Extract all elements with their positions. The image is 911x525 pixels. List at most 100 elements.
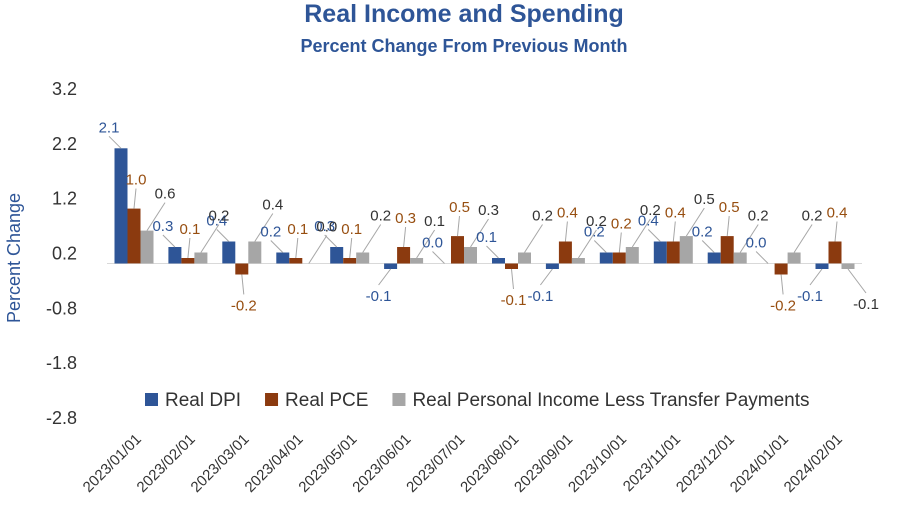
bar <box>384 263 398 269</box>
leader-line <box>378 268 392 286</box>
bar <box>787 252 801 264</box>
data-label: 0.5 <box>694 191 715 208</box>
bar <box>733 252 747 264</box>
leader-line <box>486 245 499 259</box>
bar <box>599 252 613 264</box>
data-label: 0.4 <box>206 213 227 230</box>
bar <box>451 236 464 264</box>
leader-line <box>564 221 568 242</box>
data-label: 0.4 <box>262 197 283 214</box>
leader-line <box>847 268 867 294</box>
bar <box>545 263 559 269</box>
bar <box>707 252 721 264</box>
bar <box>397 247 411 264</box>
data-label: 0.2 <box>370 208 391 225</box>
leader-line <box>524 224 543 253</box>
data-label: -0.1 <box>797 288 823 305</box>
leader-line <box>416 229 436 259</box>
leader-line <box>108 135 122 149</box>
leader-line <box>308 235 328 264</box>
data-label: 0.2 <box>208 208 229 225</box>
bar <box>127 208 141 264</box>
bar <box>612 252 626 264</box>
data-label: 0.0 <box>316 219 337 236</box>
bar <box>679 236 693 264</box>
data-label: 0.2 <box>640 202 661 219</box>
bar <box>222 241 236 264</box>
legend-label: Real Personal Income Less Transfer Payme… <box>412 390 809 411</box>
legend-label: Real DPI <box>165 390 241 411</box>
leader-line <box>241 274 245 295</box>
y-axis-label: Percent Change <box>4 193 24 323</box>
bar <box>181 258 195 264</box>
data-label: -0.1 <box>853 296 879 313</box>
data-label: 0.2 <box>260 224 281 241</box>
leader-line <box>631 218 651 248</box>
bar <box>505 263 518 269</box>
y-tick-label: -2.8 <box>46 408 77 428</box>
leader-line <box>432 251 445 264</box>
leader-line <box>162 234 176 248</box>
bar <box>841 263 855 269</box>
data-label: 0.6 <box>155 186 176 203</box>
data-label: 0.1 <box>341 221 362 238</box>
x-axis-ticks: 2023/01/012023/02/012023/03/012023/04/01… <box>80 431 846 496</box>
leader-line <box>809 268 823 286</box>
leader-line <box>540 268 553 286</box>
bar <box>356 252 370 264</box>
leader-lines <box>108 135 867 295</box>
data-label: 0.0 <box>422 235 443 252</box>
data-label: 0.2 <box>692 224 713 241</box>
leader-line <box>672 221 676 242</box>
leader-line <box>647 229 661 242</box>
leader-line <box>470 218 489 248</box>
bar <box>330 247 344 264</box>
bar <box>625 247 639 264</box>
bars <box>114 148 855 275</box>
bar <box>571 258 585 264</box>
bar <box>558 241 572 264</box>
leader-line <box>593 240 607 253</box>
x-tick-label: 2023/10/01 <box>565 431 630 496</box>
bar <box>168 247 182 264</box>
data-label: 0.1 <box>287 221 308 238</box>
y-tick-label: -1.8 <box>46 353 77 373</box>
data-label: 0.2 <box>802 208 823 225</box>
leader-line <box>349 237 353 259</box>
leader-line <box>270 240 284 253</box>
data-label: 0.4 <box>557 205 578 222</box>
leader-line <box>216 229 230 242</box>
leader-line <box>685 207 705 237</box>
data-label: 0.2 <box>584 224 605 241</box>
data-label: 0.2 <box>586 213 607 230</box>
data-label: 0.5 <box>449 199 470 216</box>
data-label: 0.2 <box>748 208 769 225</box>
bar <box>194 252 208 264</box>
x-tick-label: 2024/02/01 <box>781 431 846 496</box>
bar <box>235 263 249 275</box>
y-tick-label: 0.2 <box>52 244 77 264</box>
bar <box>410 258 424 264</box>
y-tick-label: 1.2 <box>52 189 77 209</box>
chart-subtitle: Percent Change From Previous Month <box>300 36 627 56</box>
leader-line <box>618 232 622 253</box>
data-label: -0.2 <box>231 297 257 314</box>
leader-line <box>701 240 715 253</box>
leader-line <box>403 226 407 248</box>
data-label: 0.1 <box>424 213 445 230</box>
data-label: 0.3 <box>395 210 416 227</box>
data-label: 0.1 <box>476 229 497 246</box>
data-label: -0.2 <box>770 297 796 314</box>
data-label: -0.1 <box>527 288 553 305</box>
data-label: -0.1 <box>366 288 392 305</box>
leader-line <box>726 216 730 237</box>
leader-line <box>254 213 274 242</box>
data-labels: 2.10.3 0.40.2 0.3-0.10.0 0.1-0.10.20.40.20.… <box>99 119 879 314</box>
bar <box>828 241 842 264</box>
legend-swatch <box>392 393 406 406</box>
leader-line <box>511 268 514 290</box>
data-label: 0.3 <box>314 218 335 235</box>
data-label: 0.4 <box>827 205 848 222</box>
